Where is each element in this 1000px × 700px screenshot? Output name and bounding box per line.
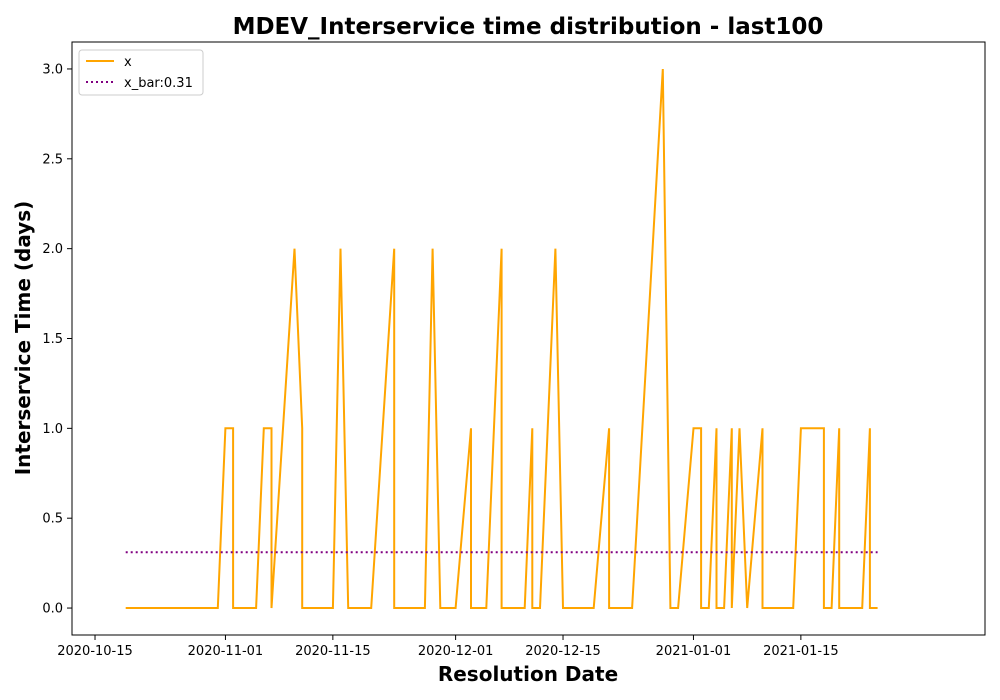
chart-title: MDEV_Interservice time distribution - la… — [233, 14, 824, 40]
y-tick-label: 0.5 — [42, 512, 63, 527]
x-tick-label: 2021-01-15 — [763, 644, 839, 659]
y-tick-label: 1.5 — [42, 332, 63, 347]
series-line-x — [125, 68, 878, 609]
legend-label-x-bar: x_bar:0.31 — [124, 76, 193, 91]
y-tick-label: 2.0 — [42, 242, 63, 257]
y-tick-label: 1.0 — [42, 422, 63, 437]
x-tick-label: 2020-12-15 — [525, 644, 601, 659]
x-tick-label: 2020-12-01 — [418, 644, 494, 659]
y-tick-label: 2.5 — [42, 152, 63, 167]
x-axis-ticks: 2020-10-15 2020-11-01 2020-11-15 2020-12-01… — [57, 635, 839, 659]
plot-area — [71, 41, 986, 636]
x-tick-label: 2021-01-01 — [656, 644, 732, 659]
legend: x x_bar:0.31 — [78, 49, 204, 96]
legend-label-x: x — [124, 55, 132, 70]
series-layer — [125, 68, 878, 609]
x-axis-label: Resolution Date — [438, 662, 618, 686]
y-axis-ticks: 0.0 0.5 1.0 1.5 2.0 2.5 3.0 — [42, 62, 72, 617]
x-tick-label: 2020-11-01 — [188, 644, 264, 659]
y-tick-label: 0.0 — [42, 602, 63, 617]
y-tick-label: 3.0 — [42, 62, 63, 77]
y-axis-label: Interservice Time (days) — [11, 201, 35, 476]
x-tick-label: 2020-10-15 — [57, 644, 133, 659]
x-tick-label: 2020-11-15 — [295, 644, 371, 659]
